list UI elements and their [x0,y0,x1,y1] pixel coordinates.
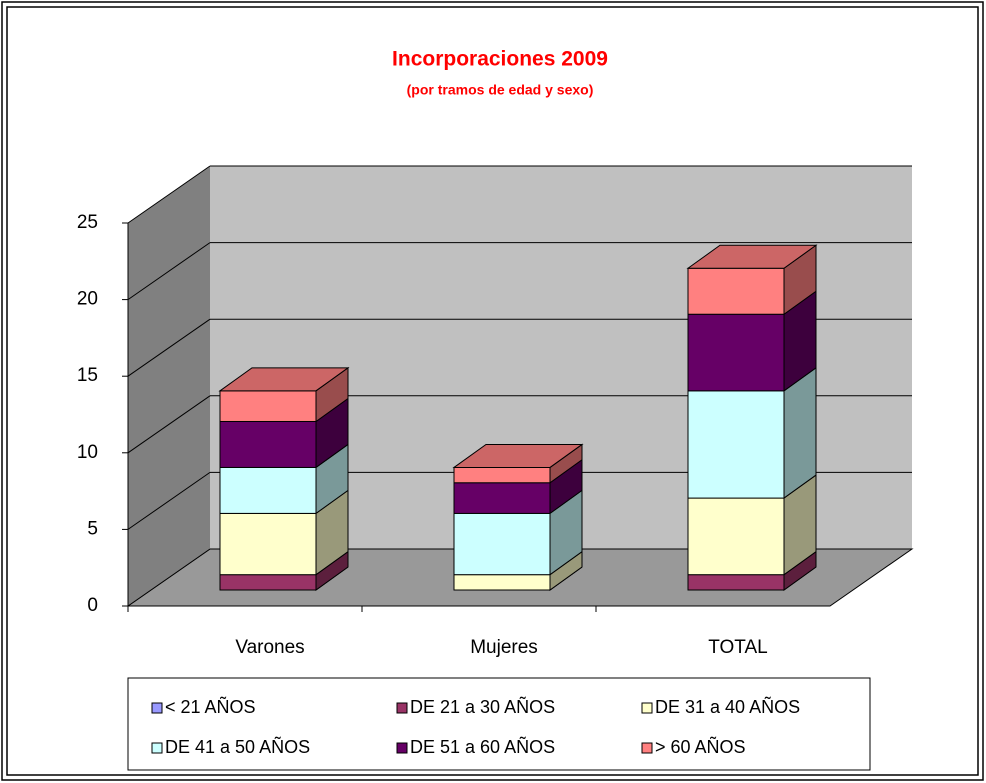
bar-top [218,367,350,392]
bar [219,512,317,576]
bar [687,497,785,576]
legend-label: DE 21 a 30 AÑOS [410,696,555,717]
y-tick-label: 5 [87,518,98,539]
chart-subtitle: (por tramos de edad y sexo) [407,82,594,98]
bar [687,390,785,499]
bar [687,313,785,392]
legend-label: DE 31 a 40 AÑOS [655,696,800,717]
chart-title: Incorporaciones 2009 [392,48,608,71]
y-tick-label: 0 [87,595,98,616]
bar [219,466,317,514]
grid-line [127,395,211,454]
legend-swatch [641,702,653,714]
legend-label: < 21 AÑOS [165,696,256,717]
legend-swatch [151,742,163,754]
bar [453,512,551,576]
legend-swatch [396,702,408,714]
bar [687,267,785,315]
side-wall [128,166,210,606]
y-tick-label: 20 [77,289,98,310]
bar [453,482,551,514]
y-tick-label: 15 [77,365,98,386]
bar [453,574,551,591]
legend-label: DE 51 a 60 AÑOS [410,736,555,757]
bar-top [686,244,818,269]
grid-line [127,242,211,301]
bar [219,420,317,468]
bar [453,466,551,484]
legend-label: DE 41 a 50 AÑOS [165,736,310,757]
frame-inner [6,6,979,776]
x-tick-label: Mujeres [470,637,538,658]
y-tick-label: 10 [77,442,98,463]
legend-label: > 60 AÑOS [655,736,746,757]
legend-box [127,677,871,771]
bar [219,390,317,422]
legend-swatch [396,742,408,754]
legend-swatch [641,742,653,754]
grid-line [127,548,211,607]
bar-top [452,443,584,468]
bar [687,574,785,591]
legend-swatch [151,702,163,714]
bar [219,574,317,591]
x-tick-label: Varones [235,637,304,658]
x-tick-label: TOTAL [708,637,767,658]
y-tick-label: 25 [77,212,98,233]
grid-line [127,165,211,224]
grid-line [127,318,211,377]
grid-line [127,471,211,530]
